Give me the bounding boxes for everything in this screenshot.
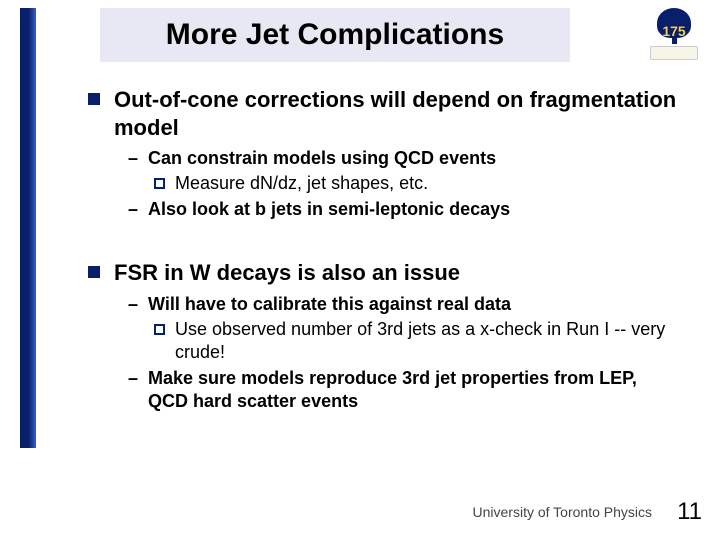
slide-title: More Jet Complications	[166, 18, 504, 52]
dash-bullet-icon: –	[128, 293, 138, 316]
logo-number: 175	[662, 23, 685, 39]
sub-bullet-text: Make sure models reproduce 3rd jet prope…	[148, 367, 678, 414]
sub-bullet-text: Can constrain models using QCD events	[148, 147, 496, 170]
sub-bullet: – Also look at b jets in semi-leptonic d…	[128, 198, 678, 221]
footer-text: University of Toronto Physics	[473, 504, 652, 520]
university-logo: 175	[646, 8, 702, 74]
subsub-bullet: Measure dN/dz, jet shapes, etc.	[154, 172, 678, 195]
sub-bullet-text: Will have to calibrate this against real…	[148, 293, 511, 316]
content-area: Out-of-cone corrections will depend on f…	[88, 86, 678, 432]
sub-bullet: – Make sure models reproduce 3rd jet pro…	[128, 367, 678, 414]
sub-list: – Will have to calibrate this against re…	[128, 293, 678, 414]
left-accent-stripe	[20, 8, 36, 448]
hollow-square-bullet-icon	[154, 178, 165, 189]
square-bullet-icon	[88, 93, 100, 105]
main-bullet-text: FSR in W decays is also an issue	[114, 259, 460, 287]
hollow-square-bullet-icon	[154, 324, 165, 335]
dash-bullet-icon: –	[128, 147, 138, 170]
main-bullet-text: Out-of-cone corrections will depend on f…	[114, 86, 678, 141]
main-bullet: FSR in W decays is also an issue	[88, 259, 678, 287]
main-bullet: Out-of-cone corrections will depend on f…	[88, 86, 678, 141]
page-number: 11	[677, 498, 702, 526]
dash-bullet-icon: –	[128, 367, 138, 414]
sub-bullet: – Can constrain models using QCD events	[128, 147, 678, 170]
subsub-bullet-text: Use observed number of 3rd jets as a x-c…	[175, 318, 678, 365]
logo-banner	[650, 46, 698, 60]
subsub-bullet-text: Measure dN/dz, jet shapes, etc.	[175, 172, 428, 195]
square-bullet-icon	[88, 266, 100, 278]
dash-bullet-icon: –	[128, 198, 138, 221]
sub-bullet: – Will have to calibrate this against re…	[128, 293, 678, 316]
subsub-bullet: Use observed number of 3rd jets as a x-c…	[154, 318, 678, 365]
title-box: More Jet Complications	[100, 8, 570, 62]
sub-list: – Can constrain models using QCD events …	[128, 147, 678, 221]
sub-bullet-text: Also look at b jets in semi-leptonic dec…	[148, 198, 510, 221]
